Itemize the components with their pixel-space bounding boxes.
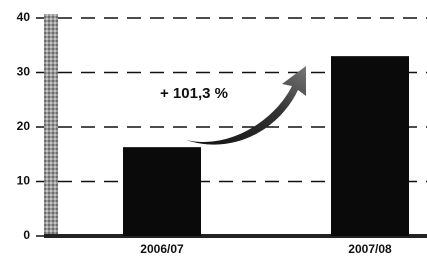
annotation: + 101,3 % <box>160 85 228 102</box>
x-tick-label: 2007/08 <box>348 242 392 256</box>
growth-arrow <box>186 66 306 145</box>
bar <box>123 147 201 236</box>
axis-band <box>44 14 58 238</box>
y-tick-label: 10 <box>17 174 31 188</box>
x-tick-label: 2006/07 <box>140 242 184 256</box>
y-tick-label: 20 <box>17 119 31 133</box>
y-tick-label: 0 <box>23 228 30 242</box>
y-tick-label: 30 <box>17 65 31 79</box>
y-tick-label: 40 <box>17 10 31 24</box>
chart: 0 10 20 30 40 2006/07 2007/08 + 101,3 % <box>0 0 427 258</box>
plot-area: 0 10 20 30 40 2006/07 2007/08 <box>17 10 427 256</box>
bar <box>331 56 409 236</box>
